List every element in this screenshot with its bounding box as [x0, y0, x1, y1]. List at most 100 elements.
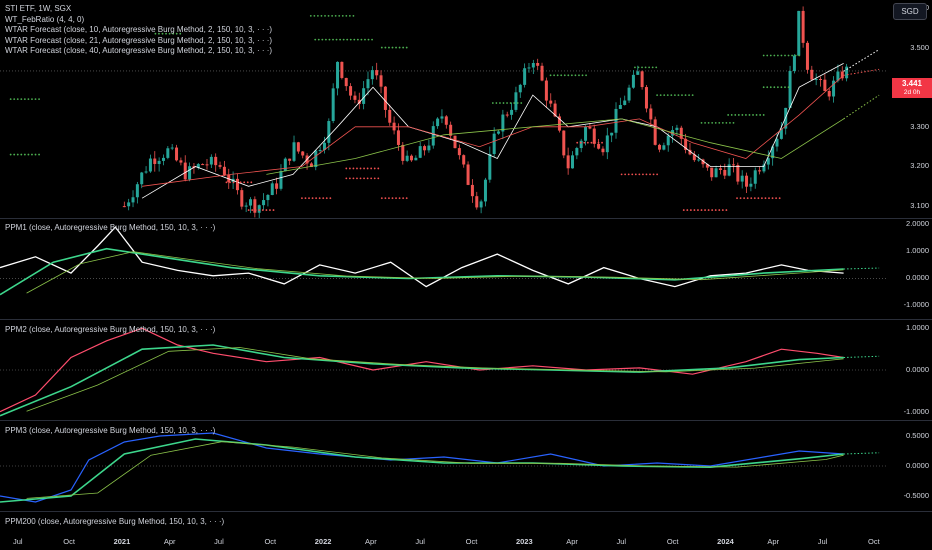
level-dot	[331, 15, 333, 17]
ppm200-pane: PPM200 (close, Autoregressive Burg Metho…	[0, 512, 932, 536]
level-dot	[740, 197, 742, 199]
candle-body	[662, 145, 665, 149]
candle-body	[810, 70, 813, 80]
level-dot	[773, 55, 775, 57]
level-dot	[731, 114, 733, 116]
level-dot	[631, 174, 633, 176]
level-dot	[722, 209, 724, 211]
candle-body	[575, 148, 578, 155]
level-dot	[406, 47, 408, 49]
ppm3-tick-label: 0.0000	[906, 461, 929, 470]
candle-body	[340, 62, 343, 78]
ppm3-legend[interactable]: PPM3 (close, Autoregressive Burg Method,…	[5, 426, 215, 437]
level-dot	[795, 55, 797, 57]
level-dot	[752, 114, 754, 116]
level-dot	[326, 197, 328, 199]
legend-indicator-3[interactable]: WTAR Forecast (close, 21, Autoregressive…	[5, 36, 272, 47]
level-dot	[345, 177, 347, 179]
ppm1-chart[interactable]	[0, 219, 888, 319]
candle-body	[654, 119, 657, 144]
level-dot	[781, 55, 783, 57]
wtar-forecast-40-line	[266, 119, 843, 174]
candle-body	[567, 155, 570, 168]
forecast-40-projection	[844, 95, 880, 119]
candle-body	[223, 167, 226, 175]
candle-body	[789, 71, 792, 108]
level-dot	[766, 86, 768, 88]
level-dot	[402, 47, 404, 49]
level-dot	[578, 74, 580, 76]
candle-body	[815, 79, 818, 80]
level-dot	[308, 197, 310, 199]
ppm2-pane: 1.0000 0.0000 -1.0000 PPM2 (close, Autoreg…	[0, 320, 932, 420]
level-dot	[240, 181, 242, 183]
ppm2-axis[interactable]: 1.0000 0.0000 -1.0000	[888, 320, 932, 420]
level-dot	[329, 197, 331, 199]
level-dot	[31, 98, 33, 100]
level-dot	[704, 122, 706, 124]
level-dot	[226, 181, 228, 183]
level-dot	[582, 74, 584, 76]
level-dot	[725, 122, 727, 124]
level-dot	[733, 122, 735, 124]
level-dot	[708, 209, 710, 211]
currency-selector[interactable]: SGD	[893, 3, 927, 20]
ppm200-legend[interactable]: PPM200 (close, Autoregressive Burg Metho…	[5, 517, 224, 528]
level-dot	[598, 142, 600, 144]
candle-body	[410, 156, 413, 161]
ppm2-legend[interactable]: PPM2 (close, Autoregressive Burg Method,…	[5, 325, 215, 336]
level-dot	[38, 98, 40, 100]
level-dot	[388, 47, 390, 49]
legend-indicator-4[interactable]: WTAR Forecast (close, 40, Autoregressive…	[5, 46, 272, 57]
level-dot	[370, 177, 372, 179]
level-dot	[248, 209, 250, 211]
level-dot	[788, 86, 790, 88]
candle-body	[158, 161, 161, 164]
level-dot	[392, 47, 394, 49]
level-dot	[353, 177, 355, 179]
level-dot	[336, 39, 338, 41]
level-dot	[727, 114, 729, 116]
level-dot	[770, 55, 772, 57]
level-dot	[560, 74, 562, 76]
candle-body	[414, 158, 417, 160]
candle-body	[175, 148, 178, 161]
level-dot	[363, 177, 365, 179]
level-dot	[564, 74, 566, 76]
level-dot	[406, 197, 408, 199]
ppm2-green-smooth	[0, 345, 844, 416]
ppm1-axis[interactable]: 2.0000 1.0000 0.0000 -1.0000	[888, 219, 932, 319]
time-axis[interactable]: Jul Oct 2021 Apr Jul Oct 2022 Apr Jul Oct 2023 Apr J…	[0, 536, 888, 550]
candle-body	[710, 168, 713, 178]
candle-body	[284, 159, 287, 171]
candle-body	[219, 165, 222, 167]
level-dot	[701, 209, 703, 211]
price-tick-label: 3.200	[910, 161, 929, 170]
level-dot	[353, 15, 355, 17]
candle-body	[523, 68, 526, 85]
level-dot	[499, 102, 501, 104]
candle-body	[471, 185, 474, 196]
time-tick-label: Oct	[667, 537, 679, 546]
level-dot	[711, 122, 713, 124]
legend-indicator-1[interactable]: WT_FebRatio (4, 4, 0)	[5, 15, 272, 26]
candle-body	[153, 159, 156, 164]
level-dot	[697, 209, 699, 211]
time-tick-label: Apr	[767, 537, 779, 546]
last-price-value: 3.441	[892, 78, 932, 89]
candle-body	[667, 136, 670, 146]
level-dot	[715, 209, 717, 211]
candle-body	[845, 67, 848, 79]
candle-body	[427, 146, 430, 151]
candle-body	[214, 157, 217, 165]
level-dot	[784, 55, 786, 57]
candle-body	[319, 150, 322, 151]
level-dot	[652, 66, 654, 68]
ppm1-legend[interactable]: PPM1 (close, Autoregressive Burg Method,…	[5, 223, 215, 234]
ppm3-tick-label: 0.5000	[906, 431, 929, 440]
ppm3-axis[interactable]: 0.5000 0.0000 -0.5000	[888, 421, 932, 511]
candle-body	[649, 108, 652, 119]
symbol-title[interactable]: STI ETF, 1W, SGX	[5, 4, 272, 15]
legend-indicator-2[interactable]: WTAR Forecast (close, 10, Autoregressive…	[5, 25, 272, 36]
